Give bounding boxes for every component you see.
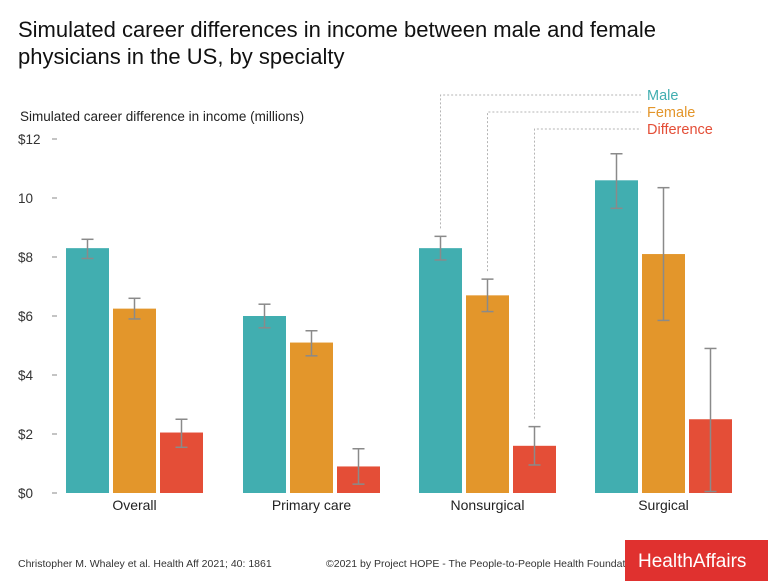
bar-male-nonsurgical	[419, 248, 462, 493]
error-bar	[81, 238, 94, 260]
error-bar	[352, 448, 365, 485]
error-bar	[481, 278, 494, 313]
y-tick-label: $0	[18, 486, 33, 501]
bar-female-overall	[113, 308, 156, 493]
error-bar	[175, 418, 188, 449]
copyright-text: ©2021 by Project HOPE - The People-to-Pe…	[326, 558, 662, 570]
bar-series	[66, 180, 732, 494]
y-axis-ticks: $0 $2 $4 $6 $8 10 $12	[18, 132, 57, 501]
y-tick-label: $8	[18, 250, 33, 265]
bar-female-primary-care	[290, 342, 333, 493]
error-bars	[81, 153, 717, 493]
y-tick-label: $6	[18, 309, 33, 324]
error-bar	[657, 186, 670, 322]
y-tick-label: $2	[18, 427, 33, 442]
legend-leader-line	[487, 111, 641, 272]
citation-text: Christopher M. Whaley et al. Health Aff …	[18, 558, 272, 570]
error-bar	[704, 347, 717, 493]
error-bar	[305, 330, 318, 357]
error-bar	[258, 303, 271, 329]
legend-item-male: Male	[647, 88, 678, 104]
x-category-label: Primary care	[272, 497, 352, 513]
legend-leader-lines	[440, 94, 641, 419]
x-category-label: Nonsurgical	[451, 497, 525, 513]
bar-male-overall	[66, 248, 109, 493]
error-bar	[528, 425, 541, 466]
y-tick-label: $4	[18, 368, 34, 383]
x-category-label: Overall	[112, 497, 156, 513]
logo-background	[625, 540, 768, 581]
x-axis-categories: Overall Primary care Nonsurgical Surgical	[112, 497, 688, 513]
legend-leader-line	[534, 128, 641, 419]
legend-item-difference: Difference	[647, 122, 713, 138]
health-affairs-logo: HealthAffairs	[625, 540, 768, 581]
bar-male-surgical	[595, 180, 638, 494]
logo-text: HealthAffairs	[638, 551, 746, 572]
y-tick-label: $12	[18, 132, 41, 147]
chart-title-line-1: Simulated career differences in income b…	[18, 17, 656, 42]
y-axis-label: Simulated career difference in income (m…	[20, 109, 304, 124]
legend-item-female: Female	[647, 105, 695, 121]
error-bar	[434, 235, 447, 261]
bar-male-primary-care	[243, 316, 286, 493]
legend-leader-line	[440, 94, 641, 229]
error-bar	[128, 297, 141, 320]
y-tick-label: 10	[18, 191, 33, 206]
error-bar	[610, 153, 623, 210]
bar-female-nonsurgical	[466, 295, 509, 493]
chart-title-line-2: physicians in the US, by specialty	[18, 44, 345, 69]
x-category-label: Surgical	[638, 497, 689, 513]
